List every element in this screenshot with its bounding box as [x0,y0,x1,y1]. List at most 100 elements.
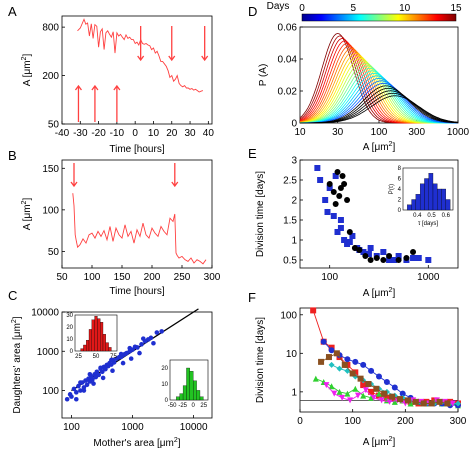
panel-e-point-circle [330,189,337,195]
panel-c-point [135,345,140,350]
panel-c-inset-red-xtick-label: 75 [110,354,117,360]
panel-c-xlabel-sup: 2 [174,437,178,444]
panel-e-point-square [337,225,344,231]
panel-e-point-square [334,229,341,235]
panel-c-point [64,396,70,402]
panel-e-inset-ytick-label: 8 [398,166,402,172]
panel-a-xtick-label: 10 [148,128,160,139]
panel-c-inset-red-bar [102,334,106,352]
panel-c-inset-green-bar [193,380,197,401]
panel-f-point-circle [399,390,406,397]
panel-a-ytick-label: 200 [42,71,59,82]
panel-f-ylabel: Division time [days] [255,317,266,403]
panel-c-inset-red-ytick-label: 20 [66,325,73,331]
panel-f-point-square [404,397,411,404]
panel-a-plot: -40 -30 -20 -10 0 10 20 30 40 50 200 800 [42,18,214,139]
panel-a-ylabel-sup: 2 [21,56,28,60]
panel-f-point-square [436,398,443,405]
panel-c-inset-red-bar [100,322,104,352]
panel-b-plot: 50 100 150 200 250 300 50 100 150 [42,163,221,283]
panel-c-point [120,360,126,366]
panel-f-point-square [444,400,451,407]
panel-c-point [100,375,106,381]
panel-e-point-square [425,257,432,263]
panel-f-point-invtriangle [354,392,361,399]
panel-letter-c: C [8,288,17,303]
panel-c-inset-green-ytick-label: 20 [161,366,168,372]
panel-f-ytick-label: 1 [291,387,297,398]
panel-f-point-triangle [368,394,375,401]
panel-f-frame [299,307,459,413]
panel-e-point-circle [339,173,346,179]
colorbar-tick-label: 0 [299,3,305,14]
panel-d-xtick-label: 10 [294,127,306,138]
panel-e-point-circle [410,249,417,255]
panel-c-xtick-label: 1000 [121,422,144,433]
panel-d-series-line [300,75,458,124]
panel-f-point-invtriangle [347,397,354,404]
panel-e-point-square [365,251,372,257]
panel-f-point-triangle [336,388,343,395]
panel-f-xtick-label: 200 [397,416,414,427]
panel-e-point-circle [326,181,333,187]
panel-e-inset-ylabel: P(τ) [389,184,395,194]
panel-f-point-circle [383,379,390,386]
panel-c-point [71,386,77,392]
panel-d-xtick-label: 30 [332,127,344,138]
panel-f-point-circle [328,347,335,354]
panel-f-point-triangle [360,392,367,399]
panel-e-point-square [341,237,348,243]
panel-a-ytick-label: 50 [48,120,60,131]
panel-a-frame [61,15,213,125]
panel-f-point-diamond [455,400,461,407]
panel-e-inset-xlabel: τ [days] [418,221,438,227]
panel-d-xlabel: A [μm2] [363,141,396,153]
panel-d-ytick-label: 0.02 [278,87,298,98]
panel-c-point [110,368,115,374]
panel-f-point-circle [360,361,367,368]
panel-e-inset-xtick-label: 0.4 [413,213,422,219]
panel-e-frame [299,159,459,269]
panel-e-plot: 100 1000 0.5 1 1.5 2 2.5 3 0.4 0.5 0.6 0 2 4 6 8 τ [days… [283,156,454,283]
panel-e-ytick-label: 1 [291,236,297,247]
panel-e-point-square [349,233,356,239]
panel-e-inset-bar [407,204,412,211]
panel-f-point-square [325,354,332,361]
panel-e-point-circle [395,257,402,263]
panel-e-inset-ytick-label: 2 [398,198,402,204]
panel-d-xtick-label: 1000 [447,127,470,138]
panel-e: 100 1000 0.5 1 1.5 2 2.5 3 0.4 0.5 0.6 0 2 4 6 8 τ [days… [255,156,459,299]
panel-d-plot: 10 30 100 300 1000 0 0.02 0.04 0.06 [278,23,470,139]
panel-d-series-line [300,95,459,124]
panel-c-point [96,372,102,378]
panel-e-xlabel-sup: 2 [389,287,393,294]
panel-c-point [100,369,105,375]
panel-c-inset-green-xtick-label: 0 [192,403,196,409]
panel-c-point [154,330,160,335]
panel-a-arrow-down-head [137,55,145,62]
panel-c-point [128,356,134,361]
panel-e-point-square [322,197,329,203]
panel-b-xtick-label: 50 [56,272,68,283]
panel-c-inset-red-bar [86,340,90,352]
panel-a-arrow-up-head [113,84,121,91]
panel-c-ylabel-end: ] [12,316,23,319]
panel-c-point [140,336,146,341]
panel-e-point-circle [341,181,348,187]
panel-c-point [81,388,87,393]
panel-e-point-circle [346,229,353,235]
panel-d-series-line [300,77,458,124]
panel-c-inset-green-ytick-label: 10 [161,382,168,388]
panel-c-inset-green-bar [186,367,190,401]
colorbar-ticks: 0 5 10 15 [299,3,462,14]
panel-c-point [90,377,95,382]
panel-c-point [139,342,144,347]
colorbar-tick-label: 10 [399,3,411,14]
panel-f-point-square [333,350,340,357]
panel-c-point [69,394,74,399]
panel-e-point-circle [367,257,374,263]
panel-c-inset-red-bar [97,318,101,352]
panel-e-point-square [314,165,321,171]
panel-b-xtick-label: 250 [174,272,191,283]
